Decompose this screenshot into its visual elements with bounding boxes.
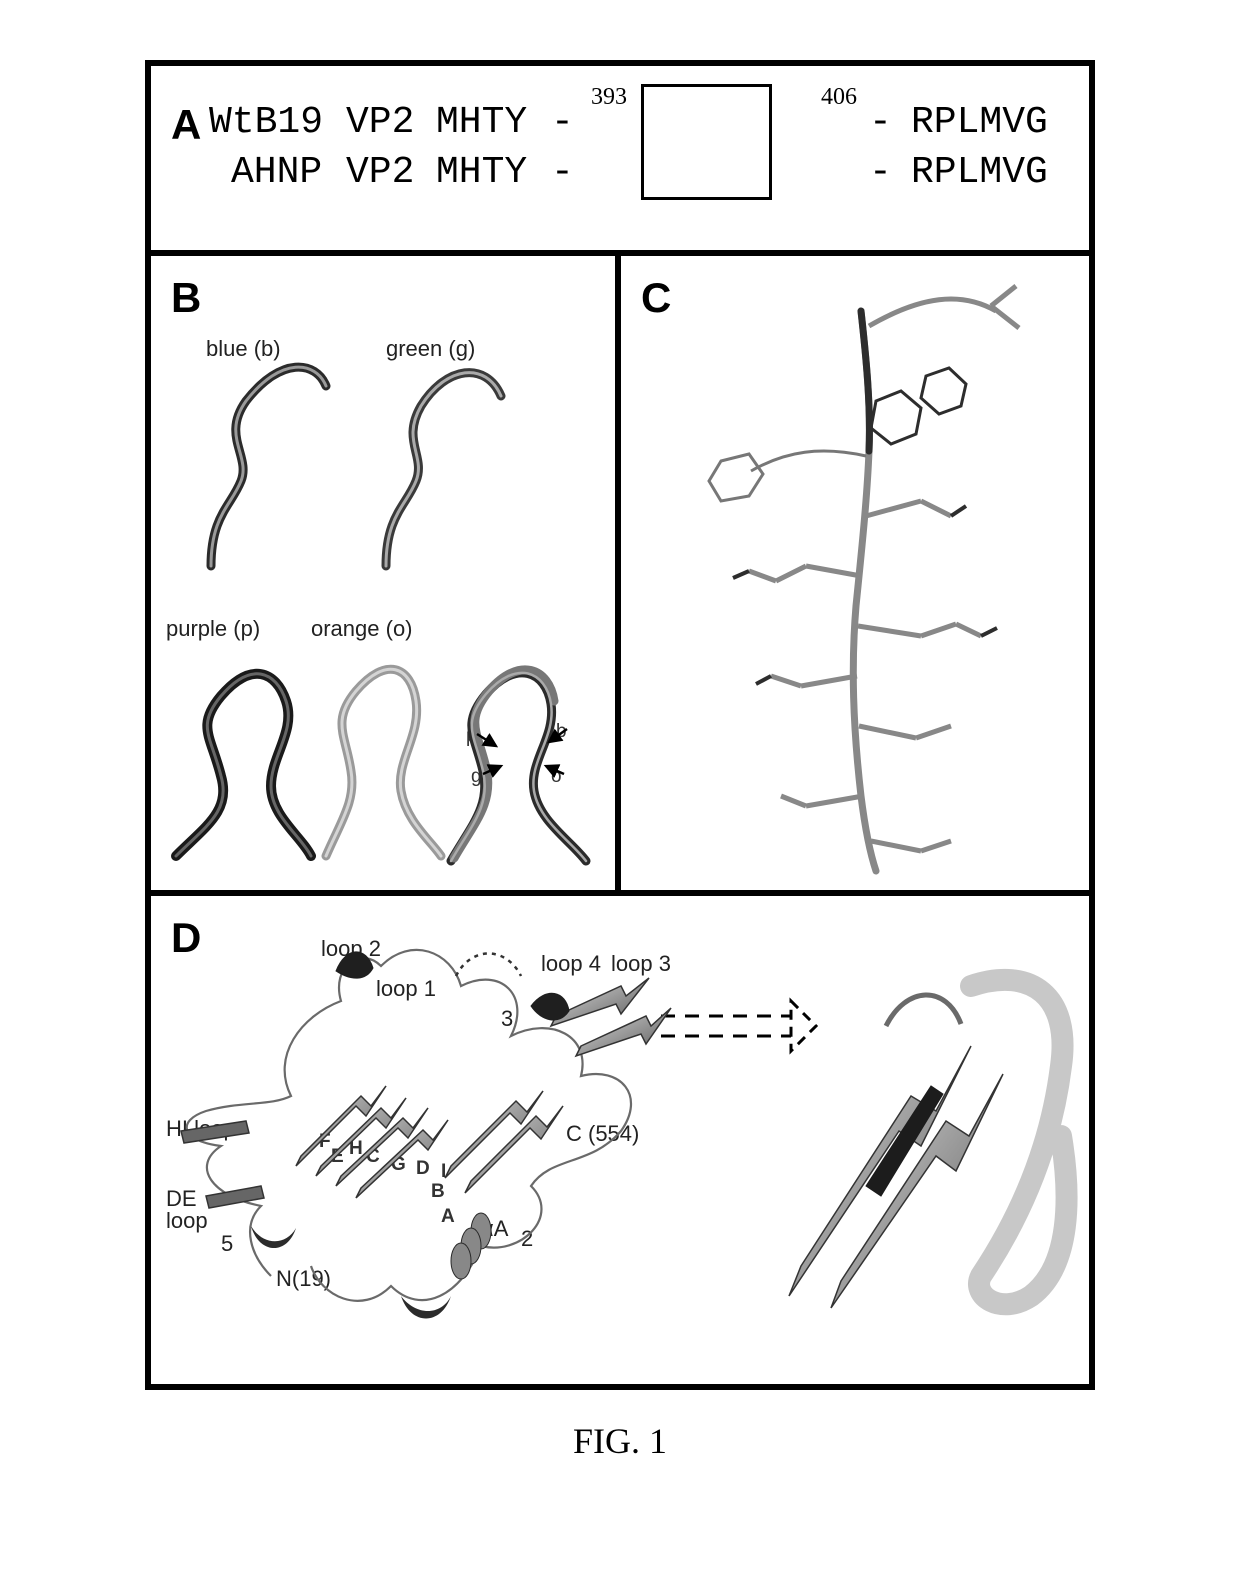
seq-line-2-tail: RPLMVG — [911, 151, 1048, 194]
superscript-left: 393 — [591, 84, 627, 111]
seq-line-2-seq2: MHTY — [436, 151, 527, 194]
sequence-box — [641, 84, 772, 200]
panel-a-label: A — [171, 101, 201, 149]
seq-line-2-seq1: VP2 — [346, 151, 414, 194]
panel-c-svg — [621, 256, 1089, 890]
page: A WtB19 VP2 MHTY - - RPLMVG AHNP VP2 MHT… — [0, 0, 1240, 1571]
figure-caption: FIG. 1 — [0, 1420, 1240, 1462]
seq-line-1-seq2: MHTY — [436, 101, 527, 144]
panel-b-svg — [151, 256, 615, 890]
seq-line-2-dash2: - — [869, 151, 892, 194]
panel-c: C — [621, 256, 1089, 896]
seq-line-1-dash1: - — [551, 101, 574, 144]
figure-frame: A WtB19 VP2 MHTY - - RPLMVG AHNP VP2 MHT… — [145, 60, 1095, 1390]
panel-d-svg — [151, 896, 1089, 1384]
panel-a: A WtB19 VP2 MHTY - - RPLMVG AHNP VP2 MHT… — [151, 66, 1089, 256]
seq-line-1-dash2: - — [869, 101, 892, 144]
panel-d: D loop 2 loop 1 loop 4 loop 3 HI loop DE… — [151, 896, 1089, 1384]
panel-b: B blue (b) green (g) purple (p) orange (… — [151, 256, 621, 896]
seq-line-1-name: WtB19 — [209, 101, 323, 144]
superscript-right: 406 — [821, 84, 857, 111]
seq-line-2-name: AHNP — [231, 151, 322, 194]
seq-line-1-tail: RPLMVG — [911, 101, 1048, 144]
seq-line-1-seq1: VP2 — [346, 101, 414, 144]
seq-line-2-dash1: - — [551, 151, 574, 194]
